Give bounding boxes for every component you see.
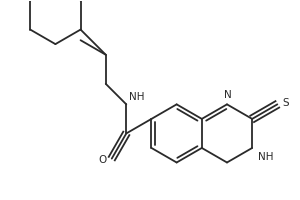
Text: NH: NH bbox=[258, 152, 274, 162]
Text: S: S bbox=[282, 98, 289, 108]
Text: O: O bbox=[99, 155, 107, 165]
Text: N: N bbox=[224, 90, 232, 100]
Text: NH: NH bbox=[129, 92, 145, 102]
